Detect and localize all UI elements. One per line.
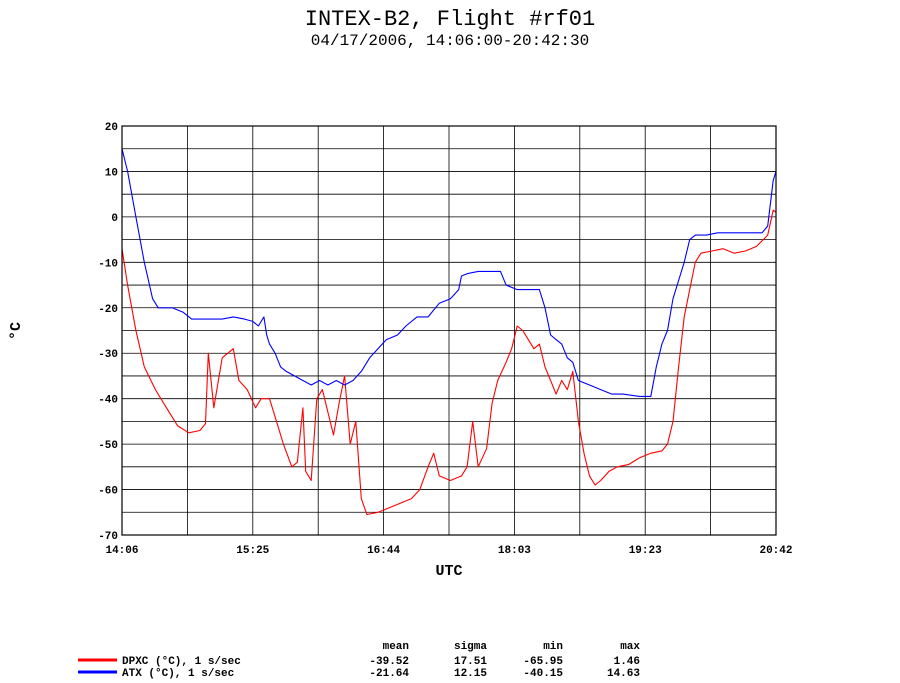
x-tick-label: 18:03 — [498, 545, 531, 557]
stats-atx-mean: -21.64 — [369, 668, 409, 680]
stats-atx-min: -40.15 — [523, 668, 563, 680]
x-tick-label: 15:25 — [236, 545, 269, 557]
chart-title: INTEX-B2, Flight #rf01 — [305, 7, 595, 32]
stats-header-sigma: sigma — [454, 641, 487, 653]
series-line-atx — [121, 148, 777, 397]
stats-dpxc-max: 1.46 — [614, 656, 640, 668]
y-axis-label: °C — [8, 322, 25, 340]
series-layer — [121, 148, 777, 516]
y-tick-label: -20 — [98, 304, 118, 316]
legend-label-atx: ATX (°C), 1 s/sec — [122, 668, 234, 680]
y-tick-label: -40 — [98, 395, 118, 407]
stats-atx-max: 14.63 — [607, 668, 640, 680]
grid — [122, 125, 776, 536]
x-tick-label: 19:23 — [629, 545, 662, 557]
plot-frame — [121, 125, 777, 536]
y-tick-label: 10 — [105, 167, 118, 179]
y-tick-label: -30 — [98, 349, 118, 361]
legend-label-dpxc: DPXC (°C), 1 s/sec — [122, 656, 241, 668]
x-axis-label: UTC — [435, 563, 462, 580]
x-axis-ticks: 14:06 15:25 16:44 18:03 19:23 20:42 — [105, 545, 792, 557]
stats-dpxc-mean: -39.52 — [369, 656, 409, 668]
x-tick-label: 14:06 — [105, 545, 138, 557]
x-tick-label: 16:44 — [367, 545, 400, 557]
stats-header-max: max — [620, 641, 640, 653]
stats-dpxc-sigma: 17.51 — [454, 656, 487, 668]
y-axis-ticks: 20 10 0 -10 -20 -30 -40 -50 -60 -70 — [98, 122, 118, 543]
stats-dpxc-min: -65.95 — [523, 656, 563, 668]
stats-atx-sigma: 12.15 — [454, 668, 487, 680]
x-tick-label: 20:42 — [759, 545, 792, 557]
y-tick-label: -10 — [98, 258, 118, 270]
y-tick-label: -60 — [98, 486, 118, 498]
y-tick-label: -50 — [98, 440, 118, 452]
y-tick-label: 20 — [105, 122, 118, 134]
y-tick-label: -70 — [98, 531, 118, 543]
series-line-dpxc — [121, 209, 777, 516]
stats-header-mean: mean — [383, 641, 409, 653]
y-tick-label: 0 — [111, 213, 118, 225]
stats-header-min: min — [543, 641, 563, 653]
chart-subtitle: 04/17/2006, 14:06:00-20:42:30 — [311, 32, 589, 50]
